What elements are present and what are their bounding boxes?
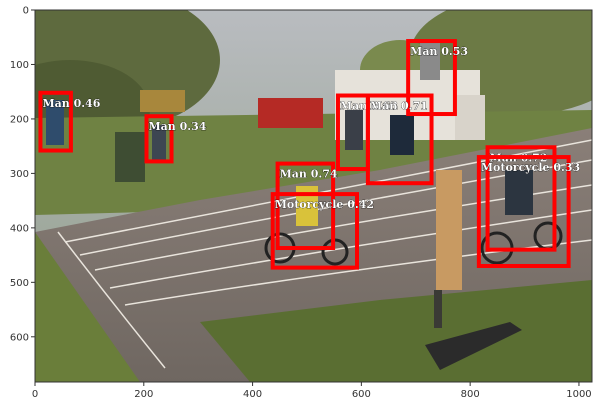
- y-tick-label: 100: [10, 60, 29, 71]
- bounding-box: [270, 192, 360, 270]
- x-tick-label: 200: [134, 389, 153, 400]
- detection-man: Man 0.46: [38, 90, 101, 153]
- detection-label: Motorcycle 0.42: [275, 198, 374, 211]
- detection-label: Man 0.46: [42, 97, 100, 110]
- x-tick-label: 400: [243, 389, 262, 400]
- detection-motorcycle: Motorcycle 0.42: [270, 192, 374, 270]
- detection-man: Man 0.53: [406, 39, 468, 117]
- detection-label: Man 0.74: [280, 168, 338, 181]
- detection-label: Motorcycle 0.33: [481, 161, 580, 174]
- bounding-box: [38, 90, 73, 153]
- x-tick-label: 0: [32, 389, 38, 400]
- bounding-box: [275, 161, 336, 251]
- detection-motorcycle: Motorcycle 0.33: [476, 155, 580, 268]
- y-tick-label: 300: [10, 169, 29, 180]
- detection-label: Man 0.71: [370, 100, 428, 113]
- bounding-box: [485, 145, 557, 252]
- detection-man: Man 0.74: [275, 161, 338, 251]
- y-tick-label: 0: [23, 6, 29, 17]
- y-tick-label: 400: [10, 223, 29, 234]
- detection-man: Man 0.34: [144, 114, 207, 164]
- bounding-box: [144, 114, 174, 164]
- y-tick-label: 600: [10, 332, 29, 343]
- x-tick-label: 600: [352, 389, 371, 400]
- photo: [35, 10, 592, 382]
- x-tick-label: 800: [461, 389, 480, 400]
- bounding-box: [365, 93, 434, 186]
- detection-label: Man 0.34: [149, 120, 207, 133]
- y-tick-label: 500: [10, 278, 29, 289]
- bounding-box: [476, 155, 571, 268]
- x-tick-label: 1000: [566, 389, 591, 400]
- axes-frame: [34, 9, 593, 383]
- axis-ticks: 0 200 400 600 800 1000 0 100 200 300 400 500 600: [10, 6, 592, 401]
- y-tick-label: 200: [10, 114, 29, 125]
- detection-man: Man 0.71: [365, 93, 434, 186]
- detection-label: Man 0.53: [410, 45, 468, 58]
